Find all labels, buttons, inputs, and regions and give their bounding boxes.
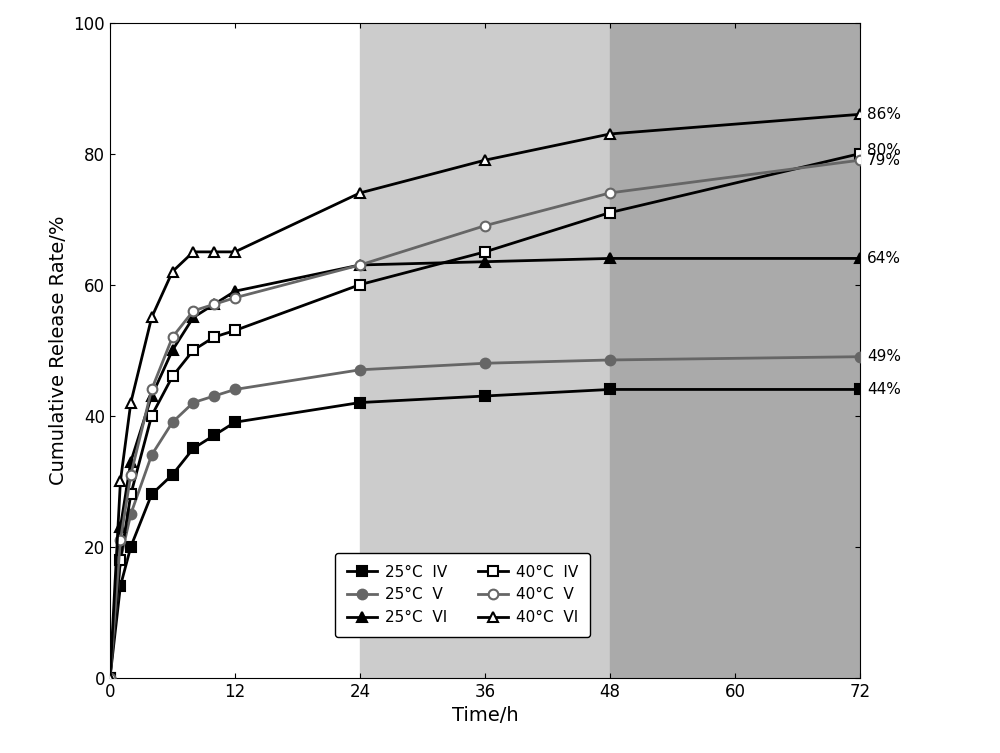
40°C  IV — [229, 326, 241, 335]
Text: 64%: 64% — [867, 251, 901, 266]
Text: 80%: 80% — [867, 143, 901, 158]
25°C  V — [125, 510, 137, 519]
40°C  V — [166, 333, 179, 342]
25°C  VI — [114, 523, 126, 532]
40°C  IV — [208, 333, 220, 342]
25°C  VI — [604, 254, 616, 263]
Line: 25°C  IV: 25°C IV — [105, 385, 865, 682]
25°C  V — [114, 555, 126, 564]
Text: 44%: 44% — [867, 382, 901, 397]
40°C  V — [854, 156, 866, 165]
40°C  IV — [104, 673, 116, 682]
40°C  IV — [604, 208, 616, 217]
40°C  VI — [114, 477, 126, 486]
25°C  VI — [229, 287, 241, 296]
40°C  IV — [354, 280, 366, 289]
40°C  VI — [208, 248, 220, 257]
40°C  IV — [854, 149, 866, 158]
40°C  VI — [479, 156, 491, 165]
25°C  IV — [114, 581, 126, 590]
25°C  IV — [166, 470, 179, 479]
25°C  VI — [146, 392, 158, 401]
40°C  IV — [114, 555, 126, 564]
25°C  V — [854, 352, 866, 361]
40°C  V — [104, 673, 116, 682]
Bar — [360, 23, 610, 678]
40°C  V — [125, 470, 137, 479]
40°C  VI — [354, 188, 366, 197]
25°C  V — [229, 385, 241, 394]
25°C  IV — [125, 542, 137, 551]
40°C  VI — [104, 673, 116, 682]
Line: 40°C  VI: 40°C VI — [105, 109, 865, 682]
Line: 40°C  V: 40°C V — [105, 155, 865, 682]
25°C  VI — [479, 258, 491, 267]
25°C  IV — [604, 385, 616, 394]
40°C  V — [604, 188, 616, 197]
25°C  VI — [208, 300, 220, 309]
25°C  VI — [187, 313, 199, 322]
40°C  VI — [229, 248, 241, 257]
Y-axis label: Cumulative Release Rate/%: Cumulative Release Rate/% — [49, 215, 68, 485]
40°C  IV — [146, 411, 158, 420]
40°C  IV — [166, 372, 179, 381]
25°C  V — [166, 418, 179, 427]
25°C  V — [146, 450, 158, 459]
25°C  V — [208, 392, 220, 401]
25°C  V — [187, 398, 199, 407]
25°C  V — [604, 355, 616, 364]
40°C  IV — [479, 248, 491, 257]
40°C  V — [187, 306, 199, 316]
Legend: 25°C  IV, 25°C  V, 25°C  VI, 40°C  IV, 40°C  V, 40°C  VI: 25°C IV, 25°C V, 25°C VI, 40°C IV, 40°C … — [335, 553, 590, 637]
25°C  V — [104, 673, 116, 682]
25°C  V — [479, 358, 491, 367]
25°C  VI — [125, 457, 137, 466]
25°C  VI — [166, 346, 179, 355]
25°C  V — [354, 365, 366, 374]
25°C  IV — [208, 431, 220, 440]
40°C  IV — [125, 489, 137, 498]
25°C  IV — [229, 418, 241, 427]
40°C  VI — [187, 248, 199, 257]
40°C  VI — [125, 398, 137, 407]
Bar — [610, 23, 860, 678]
25°C  VI — [854, 254, 866, 263]
Text: 49%: 49% — [867, 349, 901, 364]
25°C  VI — [354, 261, 366, 270]
Text: 86%: 86% — [867, 107, 901, 122]
Text: 79%: 79% — [867, 153, 901, 168]
40°C  V — [208, 300, 220, 309]
40°C  VI — [604, 130, 616, 139]
Line: 25°C  VI: 25°C VI — [105, 254, 865, 682]
40°C  V — [114, 535, 126, 544]
25°C  IV — [187, 444, 199, 453]
25°C  IV — [854, 385, 866, 394]
40°C  V — [146, 385, 158, 394]
X-axis label: Time/h: Time/h — [452, 706, 518, 725]
40°C  VI — [166, 267, 179, 276]
25°C  IV — [354, 398, 366, 407]
25°C  IV — [146, 489, 158, 498]
40°C  V — [229, 293, 241, 302]
Line: 25°C  V: 25°C V — [105, 352, 865, 682]
40°C  VI — [854, 110, 866, 119]
40°C  V — [354, 261, 366, 270]
40°C  V — [479, 221, 491, 230]
25°C  VI — [104, 673, 116, 682]
40°C  VI — [146, 313, 158, 322]
25°C  IV — [479, 392, 491, 401]
40°C  IV — [187, 346, 199, 355]
25°C  IV — [104, 673, 116, 682]
Line: 40°C  IV: 40°C IV — [105, 149, 865, 682]
